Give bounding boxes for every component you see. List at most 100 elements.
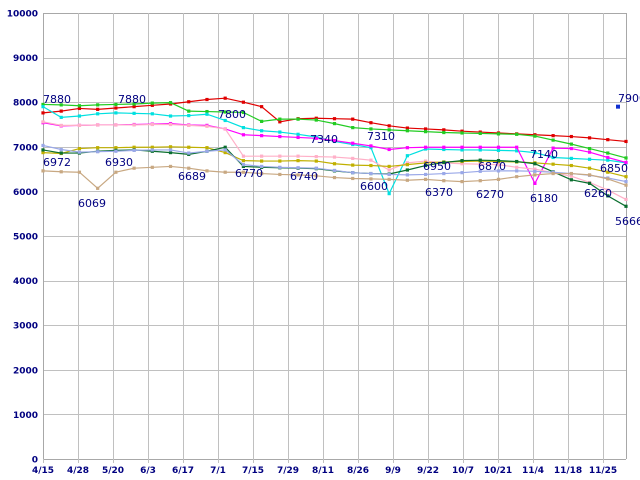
y-tick-label: 6000 [13, 188, 38, 198]
data-point-marker [332, 175, 337, 180]
data-point-marker [624, 160, 628, 165]
data-point-marker [77, 114, 82, 118]
data-point-marker [387, 147, 391, 152]
data-point-marker [241, 164, 246, 169]
data-point-marker [606, 155, 610, 160]
x-tick-label: 9/22 [417, 466, 439, 476]
data-point-marker [460, 159, 464, 163]
data-point-marker [187, 100, 191, 104]
data-point-marker [41, 151, 45, 155]
data-point-marker [606, 177, 610, 181]
data-point-marker [205, 112, 209, 116]
data-point-marker [150, 103, 154, 107]
data-point-marker [460, 131, 464, 135]
data-point-marker [59, 151, 63, 155]
data-point-marker [569, 171, 573, 176]
data-point-marker [59, 103, 63, 107]
point-value-label: 6600 [360, 180, 388, 193]
data-point-marker [241, 154, 246, 158]
data-point-marker [442, 128, 446, 132]
data-point-marker [260, 105, 264, 109]
data-point-marker [515, 175, 519, 179]
data-point-marker [351, 126, 355, 130]
data-point-marker [460, 129, 464, 133]
data-point-marker [587, 166, 592, 170]
data-point-marker [387, 192, 391, 196]
point-value-label: 7880 [43, 93, 71, 106]
series-layer [41, 96, 628, 208]
data-point-marker [296, 154, 300, 158]
point-value-label: 6870 [478, 160, 506, 173]
data-point-marker [478, 131, 482, 136]
data-point-marker [278, 165, 282, 169]
data-point-marker [405, 154, 409, 158]
data-point-marker [132, 102, 136, 106]
data-point-marker [241, 100, 246, 104]
x-tick-label: 11/25 [589, 466, 617, 476]
point-value-label: 6930 [105, 156, 133, 169]
data-point-marker [423, 145, 428, 149]
data-point-marker [369, 163, 373, 168]
data-point-marker [551, 155, 555, 160]
point-value-label: 7310 [367, 130, 395, 143]
y-tick-label: 1000 [13, 411, 38, 421]
point-value-label: 6950 [423, 160, 451, 173]
data-point-marker [405, 146, 409, 150]
grid-layer [43, 13, 627, 463]
data-point-marker [515, 132, 519, 136]
data-point-marker [132, 148, 136, 152]
data-point-marker [624, 197, 628, 202]
data-point-marker [187, 151, 191, 155]
data-point-marker [96, 103, 100, 107]
data-point-marker [114, 170, 118, 174]
data-point-marker [241, 126, 246, 130]
data-point-marker [515, 145, 519, 149]
data-point-marker [296, 135, 300, 140]
data-point-marker [387, 172, 391, 177]
data-point-marker [569, 156, 573, 160]
data-point-marker [587, 173, 592, 177]
data-point-marker [551, 162, 555, 166]
y-tick-label: 0 [32, 456, 38, 466]
data-point-marker [168, 122, 173, 127]
data-point-marker [132, 123, 136, 127]
data-point-marker [496, 145, 501, 149]
x-tick-label: 6/17 [172, 466, 194, 476]
data-point-marker [59, 109, 63, 113]
data-point-marker [551, 171, 555, 176]
data-point-marker [387, 168, 391, 172]
data-point-marker [132, 166, 136, 170]
data-point-marker [168, 151, 173, 155]
data-point-marker [96, 146, 100, 150]
data-point-marker [423, 177, 428, 181]
data-point-marker [569, 178, 573, 182]
data-point-marker [168, 148, 173, 152]
data-point-marker [77, 146, 82, 151]
x-tick-label: 7/29 [277, 466, 299, 476]
data-point-marker [387, 128, 391, 132]
data-point-marker [351, 176, 355, 181]
x-tick-label: 4/15 [32, 466, 54, 476]
point-value-label: 6260 [584, 187, 612, 200]
data-point-marker [587, 181, 592, 185]
data-point-marker [533, 167, 537, 171]
data-point-marker [606, 194, 610, 198]
data-point-marker [351, 141, 355, 145]
data-point-marker [606, 138, 610, 142]
data-point-marker [478, 162, 482, 166]
data-point-marker [332, 122, 337, 126]
data-point-marker [260, 159, 264, 163]
data-point-marker [387, 124, 391, 128]
data-point-marker [460, 171, 464, 175]
data-point-marker [442, 145, 446, 149]
data-point-marker [405, 163, 409, 167]
data-point-marker [96, 112, 100, 116]
data-point-marker [296, 117, 300, 121]
y-tick-label: 8000 [13, 99, 38, 109]
data-point-marker [624, 204, 628, 208]
data-point-marker [114, 111, 118, 115]
data-point-marker [223, 118, 227, 123]
data-point-marker [624, 179, 628, 184]
data-point-marker [478, 148, 482, 152]
data-point-marker [114, 102, 118, 107]
